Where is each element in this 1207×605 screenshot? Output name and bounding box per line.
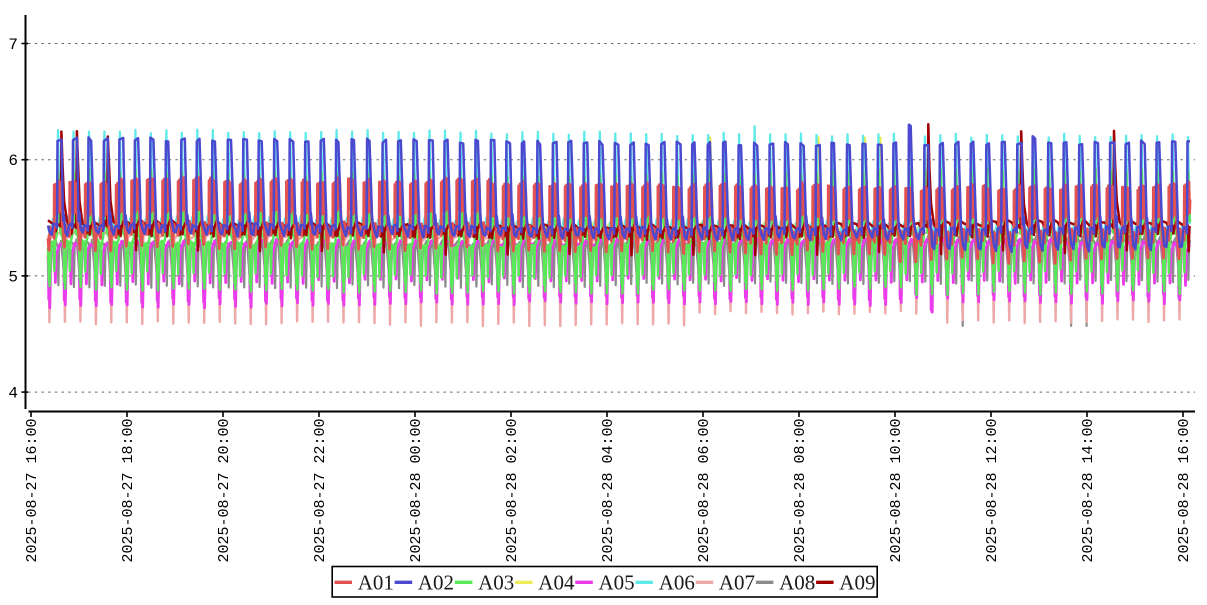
svg-text:2025-08-28 08:00: 2025-08-28 08:00 <box>792 419 809 563</box>
svg-text:2025-08-27 18:00: 2025-08-27 18:00 <box>120 419 137 563</box>
svg-text:2025-08-28 14:00: 2025-08-28 14:00 <box>1080 419 1097 563</box>
svg-text:2025-08-27 16:00: 2025-08-27 16:00 <box>24 419 41 563</box>
svg-text:2025-08-28 02:00: 2025-08-28 02:00 <box>504 419 521 563</box>
svg-text:7: 7 <box>8 36 18 54</box>
svg-text:2025-08-28 16:00: 2025-08-28 16:00 <box>1176 419 1193 563</box>
svg-text:4: 4 <box>8 385 18 403</box>
svg-text:A07: A07 <box>719 571 755 595</box>
svg-text:A06: A06 <box>659 571 695 595</box>
svg-text:6: 6 <box>8 152 18 170</box>
svg-text:A05: A05 <box>599 571 635 595</box>
svg-text:A02: A02 <box>418 571 454 595</box>
svg-text:2025-08-28 00:00: 2025-08-28 00:00 <box>408 419 425 563</box>
svg-text:A04: A04 <box>538 571 575 595</box>
svg-text:2025-08-27 20:00: 2025-08-27 20:00 <box>216 419 233 563</box>
svg-text:A01: A01 <box>358 571 394 595</box>
svg-text:2025-08-27 22:00: 2025-08-27 22:00 <box>312 419 329 563</box>
svg-text:2025-08-28 12:00: 2025-08-28 12:00 <box>984 419 1001 563</box>
svg-text:2025-08-28 10:00: 2025-08-28 10:00 <box>888 419 905 563</box>
svg-text:2025-08-28 06:00: 2025-08-28 06:00 <box>696 419 713 563</box>
svg-text:2025-08-28 04:00: 2025-08-28 04:00 <box>600 419 617 563</box>
svg-text:5: 5 <box>8 268 18 286</box>
svg-text:A08: A08 <box>779 571 815 595</box>
svg-text:A03: A03 <box>478 571 514 595</box>
svg-text:A09: A09 <box>839 571 875 595</box>
